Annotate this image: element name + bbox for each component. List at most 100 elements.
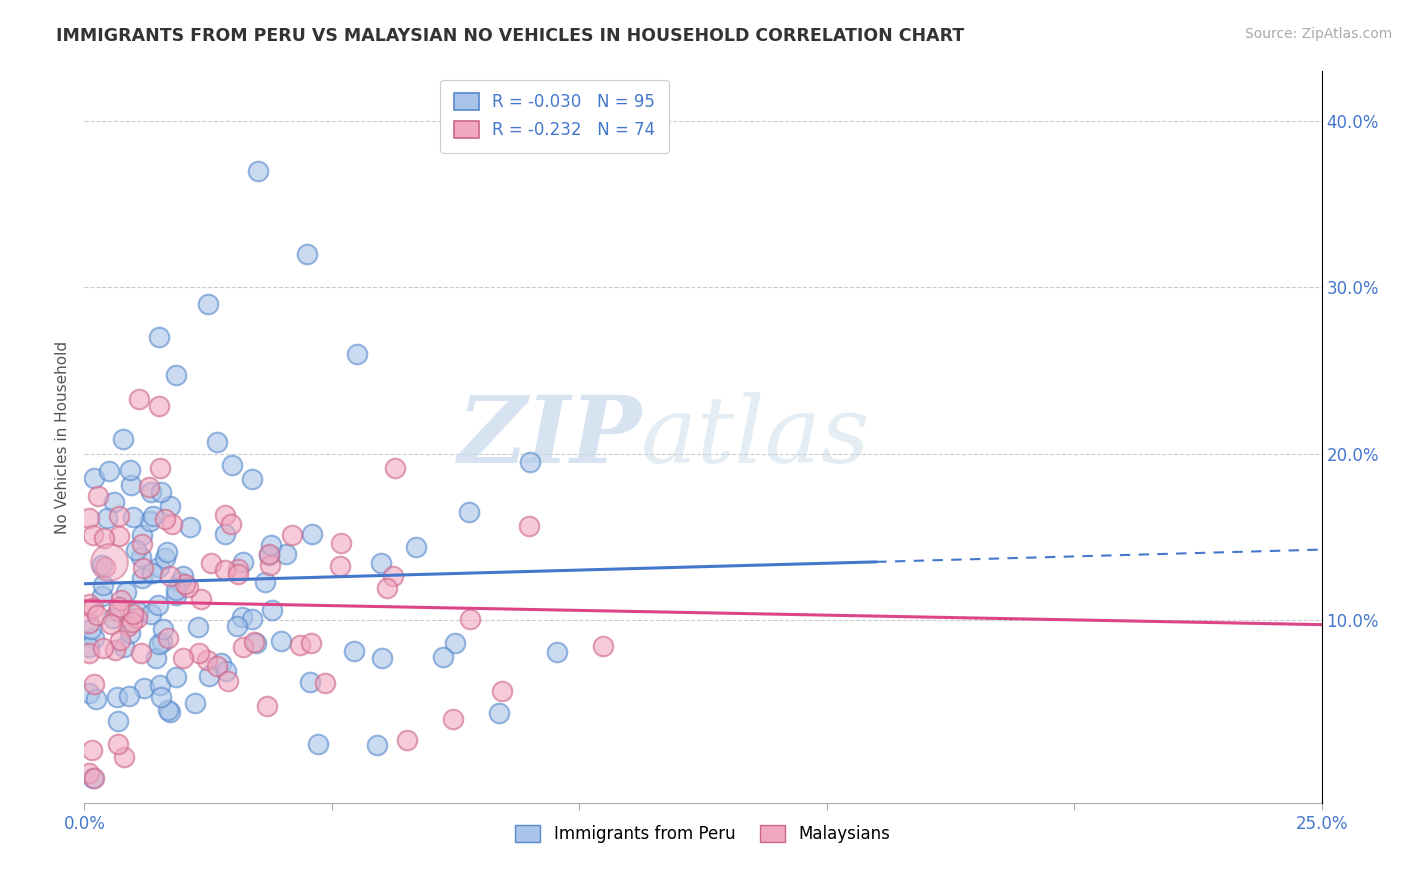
Point [105,690,128,704]
Point [190,592,212,607]
Text: atlas: atlas [641,392,870,482]
Point [209,657,232,671]
Point [148,399,170,413]
Point [86,692,108,706]
Point [184,696,207,710]
Point [205,435,228,450]
Point [546,645,568,659]
Point [240,612,263,626]
Point [141,566,163,581]
Point [83,631,105,645]
Point [307,737,329,751]
Point [260,538,283,552]
Point [117,690,139,704]
Point [110,592,132,607]
Point [366,738,388,752]
Point [159,500,181,514]
Point [120,626,142,640]
Point [79,766,101,780]
Point [200,557,222,571]
Point [131,528,153,542]
Point [90,589,112,603]
Point [257,548,280,562]
Point [243,634,266,648]
Point [139,607,162,621]
Point [108,600,131,615]
Point [159,705,181,719]
Point [91,558,114,572]
Point [83,771,105,785]
Point [299,636,322,650]
Point [162,516,184,531]
Point [371,651,394,665]
Point [491,684,513,698]
Point [132,561,155,575]
Point [214,508,236,522]
Point [280,528,302,542]
Point [458,505,481,519]
Point [114,750,136,764]
Point [122,509,145,524]
Point [592,639,614,653]
Point [156,545,179,559]
Point [82,771,104,785]
Point [139,484,162,499]
Point [259,558,281,572]
Point [100,616,122,631]
Point [314,675,336,690]
Point [79,511,101,525]
Point [139,515,162,529]
Point [198,669,221,683]
Point [288,638,311,652]
Point [153,551,176,566]
Text: IMMIGRANTS FROM PERU VS MALAYSIAN NO VEHICLES IN HOUSEHOLD CORRELATION CHART: IMMIGRANTS FROM PERU VS MALAYSIAN NO VEH… [56,27,965,45]
Point [228,562,250,576]
Point [98,555,121,569]
Point [441,712,464,726]
Point [330,536,353,550]
Point [195,653,218,667]
Point [79,616,101,631]
Point [214,527,236,541]
Point [138,480,160,494]
Point [112,432,135,446]
Point [231,610,253,624]
Point [80,622,103,636]
Point [152,622,174,636]
Point [79,597,101,611]
Point [107,738,129,752]
Point [155,512,177,526]
Point [129,646,152,660]
Point [165,588,187,602]
Point [131,571,153,585]
Point [122,607,145,621]
Point [197,297,219,311]
Point [214,562,236,576]
Point [117,618,139,632]
Point [188,646,211,660]
Text: Source: ZipAtlas.com: Source: ZipAtlas.com [1244,27,1392,41]
Point [156,631,179,645]
Point [156,703,179,717]
Point [444,636,467,650]
Point [205,659,228,673]
Point [177,580,200,594]
Point [120,478,142,492]
Point [246,164,269,178]
Point [150,634,173,648]
Point [148,637,170,651]
Point [174,577,197,591]
Text: ZIP: ZIP [457,392,641,482]
Point [395,733,418,747]
Legend: Immigrants from Peru, Malaysians: Immigrants from Peru, Malaysians [505,814,901,853]
Point [93,531,115,545]
Point [228,566,250,581]
Point [129,550,152,565]
Y-axis label: No Vehicles in Household: No Vehicles in Household [55,341,70,533]
Point [127,605,149,619]
Point [93,560,115,574]
Point [260,603,283,617]
Point [458,612,481,626]
Point [384,461,406,475]
Point [172,651,194,665]
